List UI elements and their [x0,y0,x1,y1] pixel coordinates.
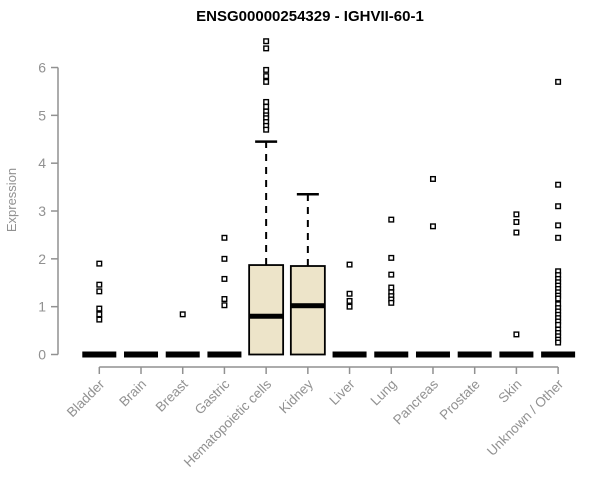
collapsed-box-gastric [207,351,242,358]
outlier-point-unknown-other [555,321,562,328]
collapsed-box-brain [124,351,159,358]
collapsed-box-unknown-other [541,351,576,358]
outlier-point-gastric [221,234,228,241]
outlier-point-liver [346,261,353,268]
median-line-kidney [290,303,325,309]
outlier-point-hematopoietic-cells [263,73,270,80]
outlier-point-gastric [221,296,228,303]
outlier-point-liver [346,297,353,304]
outlier-point-hematopoietic-cells [263,66,270,73]
outlier-point-unknown-other [555,234,562,241]
outlier-point-lung [388,254,395,261]
y-tick-label: 1 [38,299,46,315]
outlier-point-skin [513,331,520,338]
x-tick-label-liver: Liver [326,376,358,408]
x-tick-label-gastric: Gastric [192,376,233,417]
outlier-point-hematopoietic-cells [263,103,270,110]
collapsed-box-skin [499,351,534,358]
outlier-point-bladder [96,260,103,267]
outlier-point-lung [388,299,395,306]
median-line-hematopoietic-cells [249,313,284,319]
collapsed-box-pancreas [415,351,450,358]
outlier-point-lung [388,271,395,278]
x-tick-label-brain: Brain [116,377,149,410]
outlier-point-bladder [96,316,103,323]
outlier-point-hematopoietic-cells [263,45,270,52]
collapsed-box-lung [374,351,409,358]
y-tick-label: 2 [38,251,46,267]
box-kidney [289,265,326,356]
outlier-point-liver [346,290,353,297]
y-tick-label: 5 [38,107,46,123]
outlier-point-breast [179,311,186,318]
outlier-point-hematopoietic-cells [263,126,270,133]
x-tick-label-unknown-other: Unknown / Other [484,376,567,459]
outlier-point-bladder [96,288,103,295]
outlier-point-gastric [221,302,228,309]
collapsed-box-bladder [82,351,117,358]
chart-title: ENSG00000254329 - IGHVII-60-1 [196,8,424,25]
outlier-point-skin [513,211,520,218]
outlier-point-hematopoietic-cells [263,98,270,105]
x-tick-label-pancreas: Pancreas [390,376,441,427]
x-tick-label-prostate: Prostate [437,377,483,423]
outlier-point-lung [388,284,395,291]
outlier-point-liver [346,303,353,310]
outlier-point-skin [513,229,520,236]
box-hematopoietic-cells [248,264,285,356]
outlier-point-unknown-other [555,339,562,346]
outlier-point-pancreas [429,223,436,230]
outlier-point-skin [513,219,520,226]
outlier-point-unknown-other [555,181,562,188]
x-tick-label-kidney: Kidney [276,376,316,416]
outlier-point-unknown-other [555,222,562,229]
outlier-point-hematopoietic-cells [263,38,270,45]
outlier-point-unknown-other [555,203,562,210]
outlier-point-unknown-other [555,78,562,85]
x-tick-label-bladder: Bladder [64,376,108,420]
y-tick-label: 6 [38,60,46,76]
outlier-point-hematopoietic-cells [263,78,270,85]
collapsed-box-prostate [457,351,492,358]
x-tick-label-skin: Skin [495,377,524,406]
outlier-point-pancreas [429,175,436,182]
collapsed-box-breast [165,351,200,358]
outlier-point-unknown-other [555,295,562,302]
y-axis-title: Expression [4,168,19,232]
outlier-point-bladder [96,305,103,312]
outlier-point-gastric [221,275,228,282]
outlier-point-bladder [96,281,103,288]
x-tick-label-breast: Breast [153,376,191,414]
collapsed-box-liver [332,351,367,358]
y-tick-label: 0 [38,347,46,363]
outlier-point-bladder [96,311,103,318]
x-tick-label-lung: Lung [368,377,400,409]
y-tick-label: 4 [38,155,46,171]
y-tick-label: 3 [38,203,46,219]
outlier-point-gastric [221,255,228,262]
outlier-point-lung [388,216,395,223]
